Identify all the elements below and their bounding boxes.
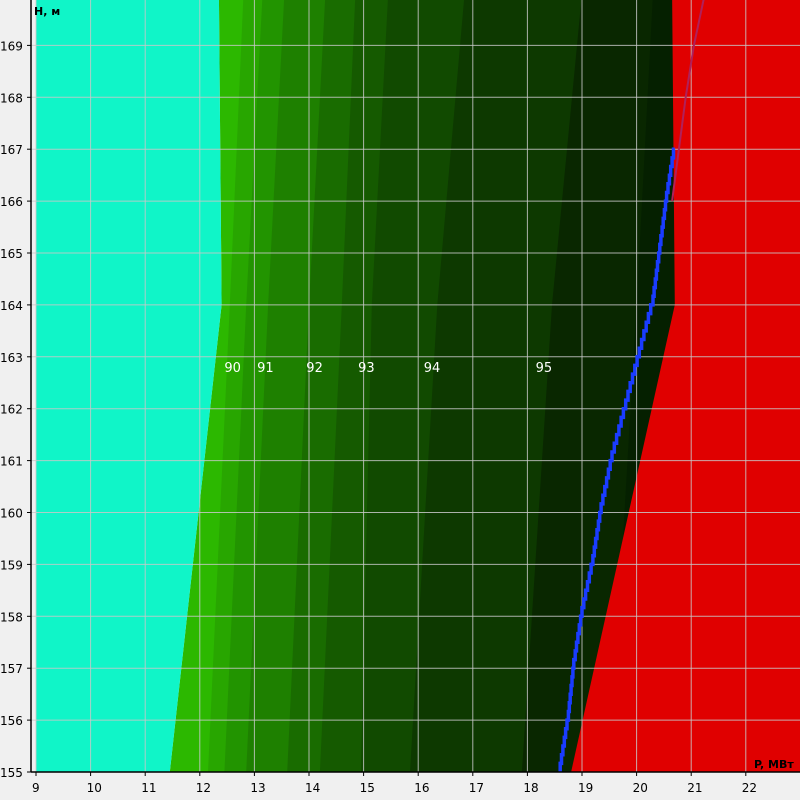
y-tick-label: 163 <box>0 351 23 365</box>
y-tick-label: 157 <box>0 662 23 676</box>
x-tick-label: 17 <box>469 781 484 795</box>
x-tick-label: 12 <box>196 781 211 795</box>
x-tick-label: 10 <box>87 781 102 795</box>
y-tick-label: 159 <box>0 558 23 572</box>
secondary-line <box>671 0 705 202</box>
x-tick-label: 21 <box>687 781 702 795</box>
low-power-zone <box>36 0 222 772</box>
x-tick-labels: 9 10 11 12 13 14 15 16 17 18 19 20 21 22 <box>32 781 757 795</box>
power-zones <box>36 0 800 772</box>
contour-label: 91 <box>257 361 274 376</box>
limit-line <box>558 147 676 772</box>
grid-lines <box>31 0 800 772</box>
contour-label: 95 <box>536 361 553 376</box>
y-tick-label: 168 <box>0 91 23 105</box>
y-tick-label: 167 <box>0 143 23 157</box>
x-tick-label: 19 <box>578 781 593 795</box>
plot-area <box>31 0 800 772</box>
x-axis-label: P, МВт <box>754 758 794 771</box>
y-tick-label: 161 <box>0 455 23 469</box>
y-tick-label: 165 <box>0 247 23 261</box>
y-tick-label: 155 <box>0 766 23 780</box>
x-tick-label: 9 <box>32 781 40 795</box>
y-axis-label: H, м <box>34 5 60 18</box>
y-tick-label: 169 <box>0 39 23 53</box>
y-tick-labels: 155 156 157 158 159 160 161 162 163 164 165 166 167 1… <box>0 39 23 780</box>
x-tick-label: 20 <box>633 781 648 795</box>
contour-label: 94 <box>424 361 441 376</box>
high-power-zone <box>571 0 800 772</box>
x-tick-label: 15 <box>360 781 375 795</box>
y-tick-label: 158 <box>0 610 23 624</box>
x-tick-label: 14 <box>305 781 320 795</box>
y-tick-label: 164 <box>0 299 23 313</box>
limit-lines <box>558 0 705 772</box>
axes <box>27 0 800 776</box>
x-tick-label: 13 <box>250 781 265 795</box>
y-tick-label: 166 <box>0 195 23 209</box>
y-tick-label: 160 <box>0 507 23 521</box>
x-tick-label: 22 <box>742 781 757 795</box>
x-tick-label: 11 <box>141 781 156 795</box>
contour-label: 93 <box>358 361 375 376</box>
y-tick-label: 162 <box>0 403 23 417</box>
contour-label: 92 <box>306 361 323 376</box>
contour-labels: 90 91 92 93 94 95 <box>224 361 552 376</box>
x-tick-label: 16 <box>414 781 429 795</box>
contour-label: 90 <box>224 361 241 376</box>
x-tick-label: 18 <box>523 781 538 795</box>
y-tick-label: 156 <box>0 714 23 728</box>
